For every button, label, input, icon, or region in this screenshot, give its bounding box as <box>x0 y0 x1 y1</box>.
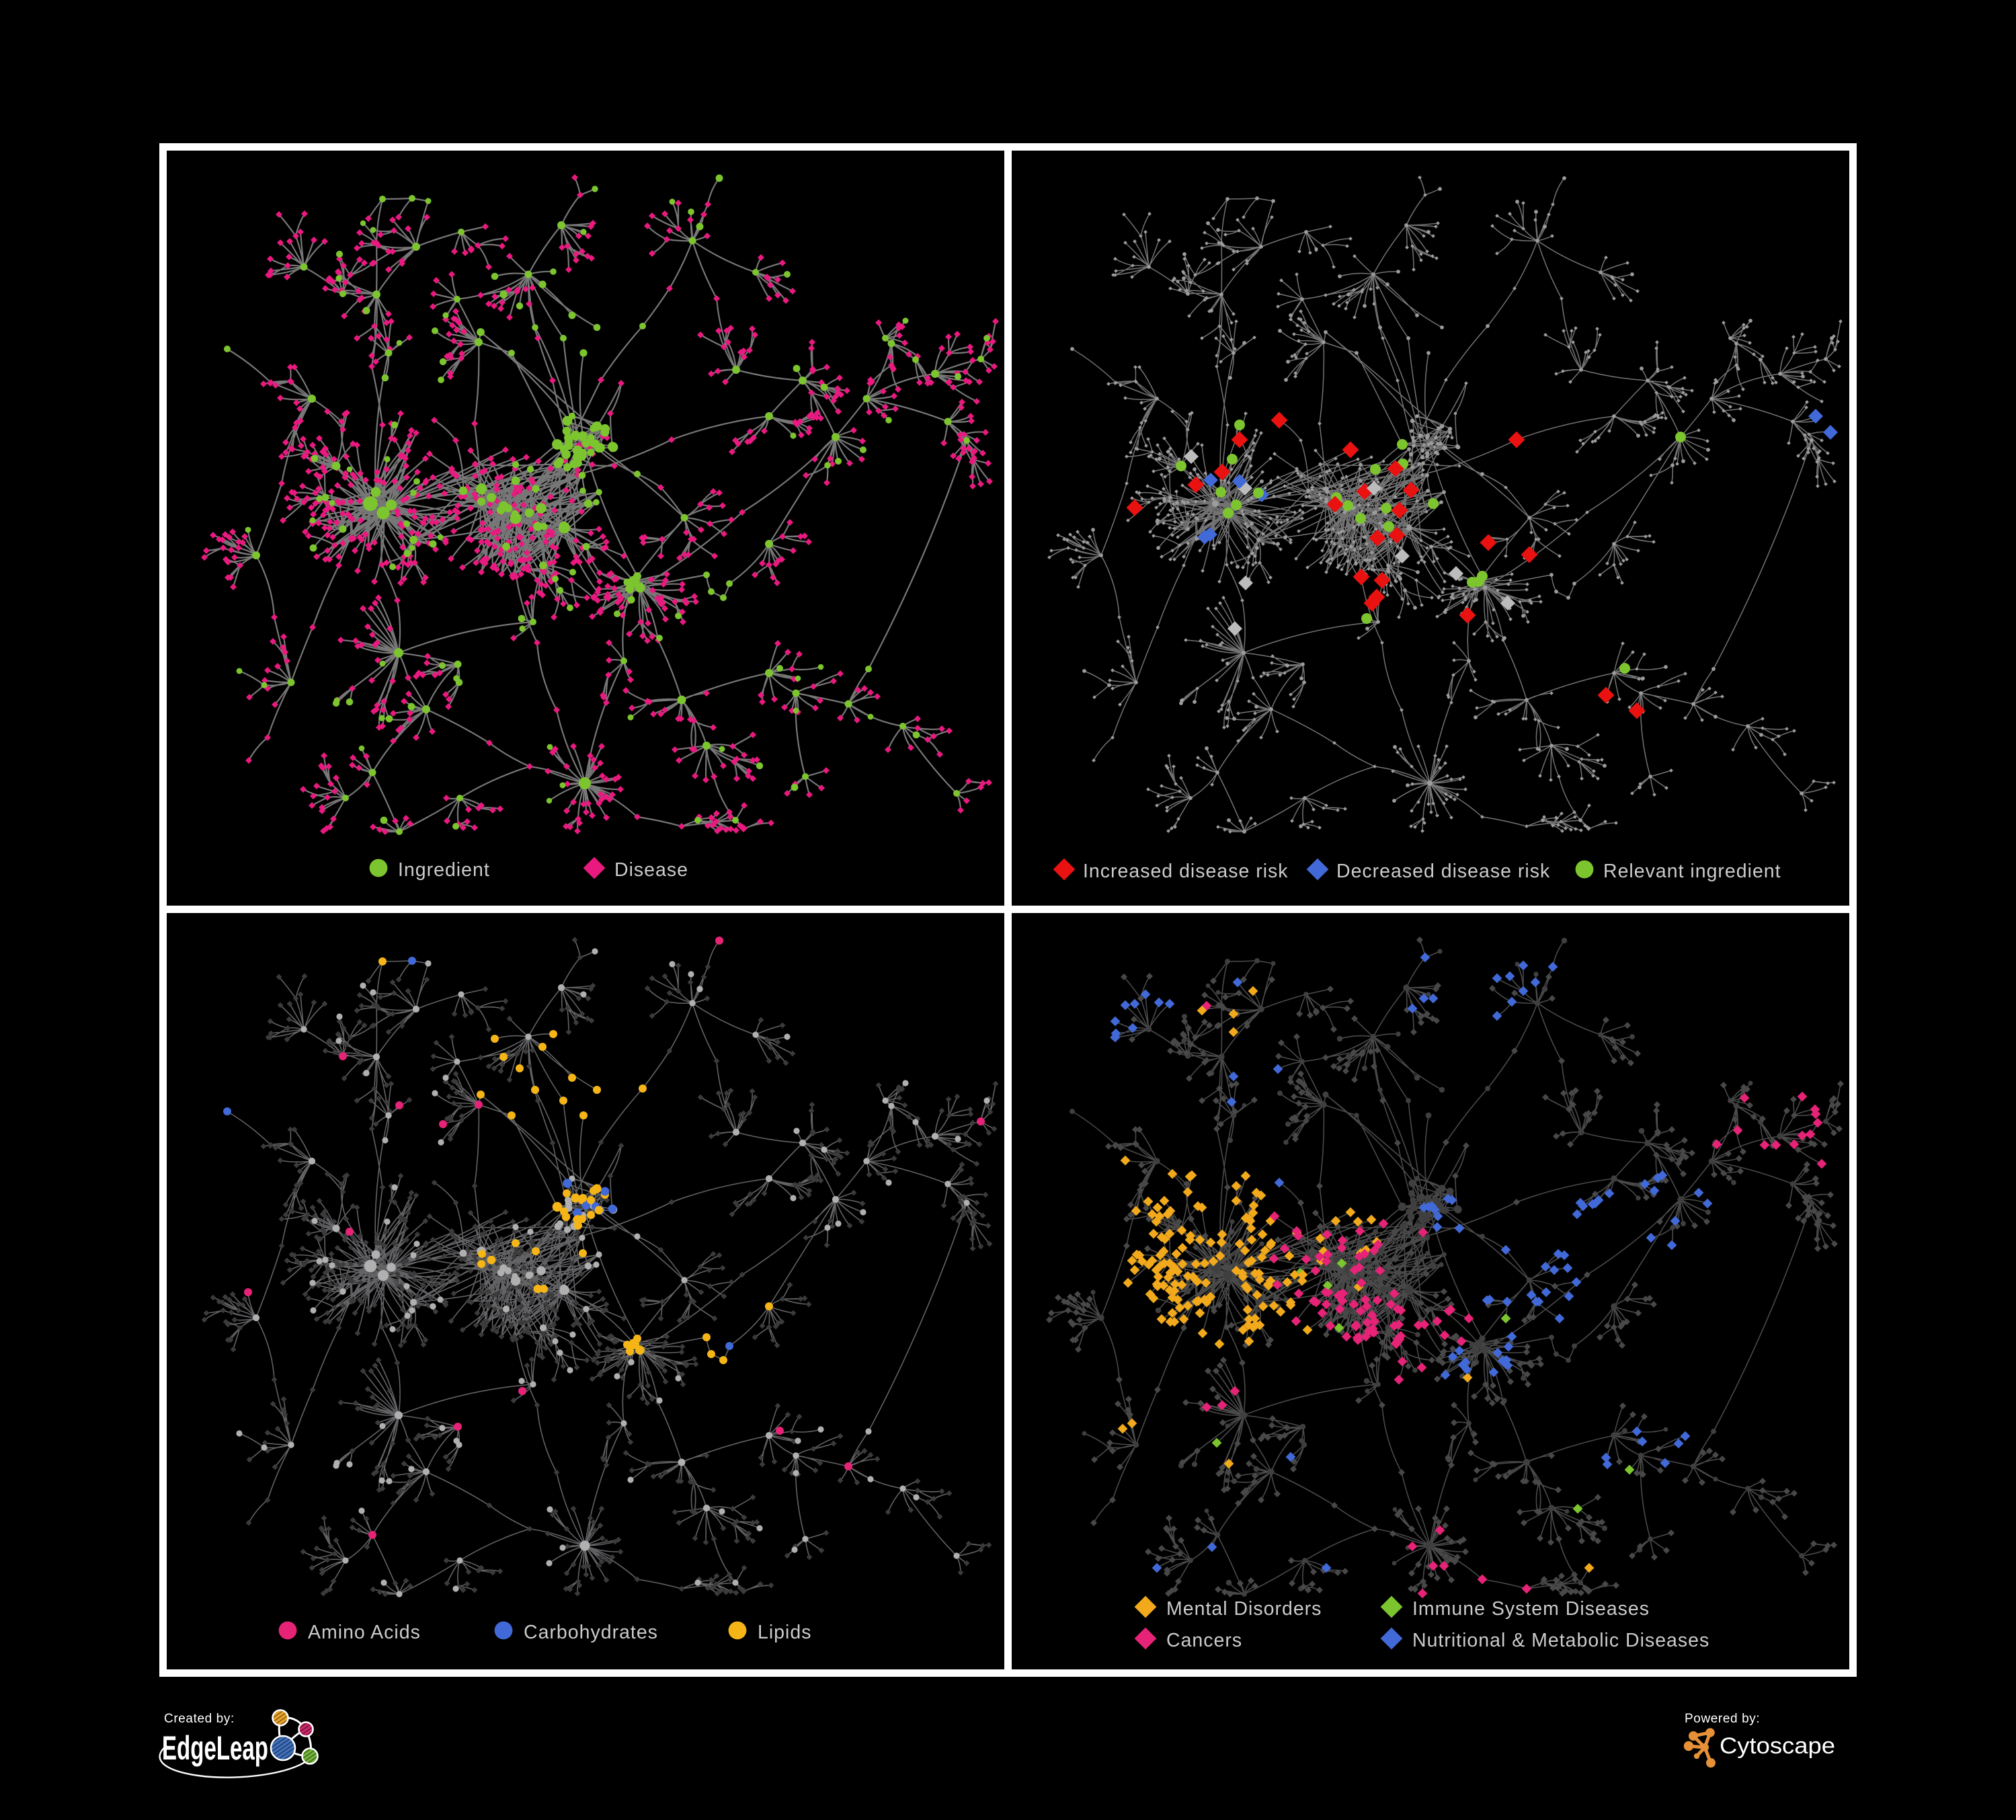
svg-text:EdgeLeap: EdgeLeap <box>162 1729 268 1767</box>
svg-text:Cytoscape: Cytoscape <box>1720 1733 1835 1759</box>
svg-text:Nutritional & Metabolic Diseas: Nutritional & Metabolic Diseases <box>1412 1630 1709 1651</box>
svg-text:Immune System Diseases: Immune System Diseases <box>1412 1598 1650 1620</box>
svg-text:Relevant ingredient: Relevant ingredient <box>1603 861 1781 882</box>
svg-text:Ingredient: Ingredient <box>398 859 490 881</box>
svg-text:Lipids: Lipids <box>758 1622 811 1643</box>
svg-text:Mental Disorders: Mental Disorders <box>1166 1598 1322 1620</box>
svg-text:Amino Acids: Amino Acids <box>308 1622 421 1643</box>
svg-text:Disease: Disease <box>614 859 688 881</box>
svg-text:Created by:: Created by: <box>164 1712 235 1726</box>
svg-text:Increased disease risk: Increased disease risk <box>1083 861 1289 882</box>
svg-text:Cancers: Cancers <box>1166 1630 1242 1651</box>
svg-text:Carbohydrates: Carbohydrates <box>524 1622 658 1643</box>
svg-text:Powered by:: Powered by: <box>1685 1712 1760 1726</box>
svg-text:Decreased disease risk: Decreased disease risk <box>1336 861 1550 882</box>
